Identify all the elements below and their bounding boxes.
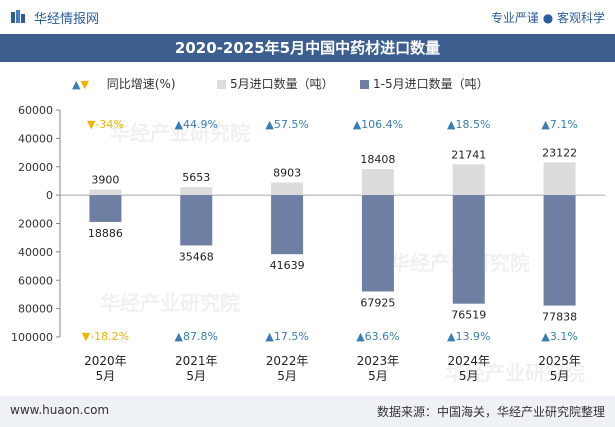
y-tick-label: 40000: [18, 132, 53, 145]
monthly-value-label: 3900: [91, 174, 119, 187]
monthly-growth-label: ▲18.5%: [447, 118, 490, 131]
monthly-bar: [361, 169, 394, 196]
monthly-value-label: 18408: [360, 153, 395, 166]
cumulative-growth-label: ▲13.9%: [447, 330, 490, 343]
footer-site: www.huaon.com: [10, 403, 110, 417]
cumulative-value-label: 67925: [360, 296, 395, 309]
monthly-bar: [180, 187, 213, 196]
monthly-growth-label: ▲57.5%: [265, 118, 308, 131]
monthly-growth-label: ▼-34%: [87, 118, 124, 131]
legend-growth: ▲▼ 同比增速(%): [72, 75, 176, 92]
footer-source: 数据来源：中国海关，华经产业研究院整理: [376, 405, 605, 419]
cumulative-bar: [89, 195, 122, 222]
cumulative-growth-label: ▲87.8%: [175, 330, 218, 343]
y-tick-label: 20000: [18, 218, 53, 231]
category-label: 2020年: [84, 354, 127, 368]
category-label: 2022年: [266, 354, 309, 368]
chart-title: 2020-2025年5月中国中药材进口数量: [0, 34, 615, 62]
footer: www.huaon.com 数据来源：中国海关，华经产业研究院整理: [0, 396, 615, 427]
y-tick-label: 100000: [11, 331, 53, 344]
tagline: 专业严谨 ● 客观科学: [490, 11, 605, 25]
category-label: 5月: [277, 369, 297, 383]
triangle-down-icon: ▼: [80, 78, 89, 91]
y-tick-label: 0: [46, 189, 53, 202]
category-label: 5月: [550, 369, 570, 383]
chart-legend: ▲▼ 同比增速(%) 5月进口数量（吨） 1-5月进口数量（吨）: [0, 73, 615, 93]
legend-cumulative: 1-5月进口数量（吨）: [360, 75, 489, 92]
watermark-text: 华经产业研究院: [445, 361, 585, 385]
cumulative-bar: [271, 195, 304, 255]
monthly-bar: [452, 164, 485, 196]
monthly-value-label: 5653: [182, 171, 210, 184]
y-tick-label: 80000: [18, 303, 53, 316]
monthly-bar: [543, 162, 576, 196]
y-tick-label: 60000: [18, 104, 53, 117]
brand-name: 华经情报网: [34, 12, 100, 27]
monthly-value-label: 23122: [542, 146, 577, 159]
monthly-value-label: 21741: [451, 148, 486, 161]
top-bar: 华经情报网 专业严谨 ● 客观科学: [0, 0, 615, 34]
cumulative-value-label: 35468: [179, 250, 214, 263]
category-label: 5月: [368, 369, 388, 383]
category-label: 5月: [186, 369, 206, 383]
legend-growth-label: 同比增速(%): [106, 77, 176, 91]
y-tick-label: 40000: [18, 246, 53, 259]
cumulative-growth-label: ▲3.1%: [541, 330, 577, 343]
monthly-growth-label: ▲106.4%: [353, 118, 403, 131]
cumulative-value-label: 18886: [88, 227, 123, 240]
legend-cumulative-label: 1-5月进口数量（吨）: [373, 77, 489, 91]
legend-monthly-label: 5月进口数量（吨）: [230, 77, 334, 91]
category-label: 2023年: [357, 354, 400, 368]
cumulative-bar: [361, 195, 394, 292]
legend-monthly: 5月进口数量（吨）: [217, 75, 334, 92]
cumulative-bar: [180, 195, 213, 246]
monthly-growth-label: ▲7.1%: [541, 118, 577, 131]
watermark-text: 华经产业研究院: [110, 121, 250, 145]
monthly-bar: [89, 189, 122, 196]
monthly-value-label: 8903: [273, 166, 301, 179]
cumulative-value-label: 76519: [451, 309, 486, 322]
triangle-up-icon: ▲: [72, 78, 81, 91]
category-label: 2021年: [175, 354, 218, 368]
category-label: 2024年: [447, 354, 490, 368]
cumulative-growth-label: ▲17.5%: [265, 330, 308, 343]
legend-monthly-swatch: [217, 80, 226, 89]
y-tick-label: 20000: [18, 161, 53, 174]
watermark-text: 华经产业研究院: [100, 291, 240, 315]
cumulative-bar: [452, 195, 485, 304]
category-label: 5月: [96, 369, 116, 383]
category-label: 2025年: [538, 354, 581, 368]
cumulative-value-label: 41639: [270, 259, 305, 272]
category-label: 5月: [459, 369, 479, 383]
cumulative-value-label: 77838: [542, 311, 577, 324]
legend-cumulative-swatch: [360, 80, 369, 89]
y-tick-label: 60000: [18, 274, 53, 287]
cumulative-bar: [543, 195, 576, 306]
monthly-growth-label: ▲44.9%: [175, 118, 218, 131]
cumulative-growth-label: ▼-18.2%: [82, 330, 129, 343]
monthly-bar: [271, 182, 304, 196]
bar-chart: 华经产业研究院华经产业研究院华经产业研究院华经产业研究院600004000020…: [11, 104, 605, 385]
cumulative-growth-label: ▲63.6%: [356, 330, 399, 343]
huajing-logo-icon: [11, 10, 25, 23]
